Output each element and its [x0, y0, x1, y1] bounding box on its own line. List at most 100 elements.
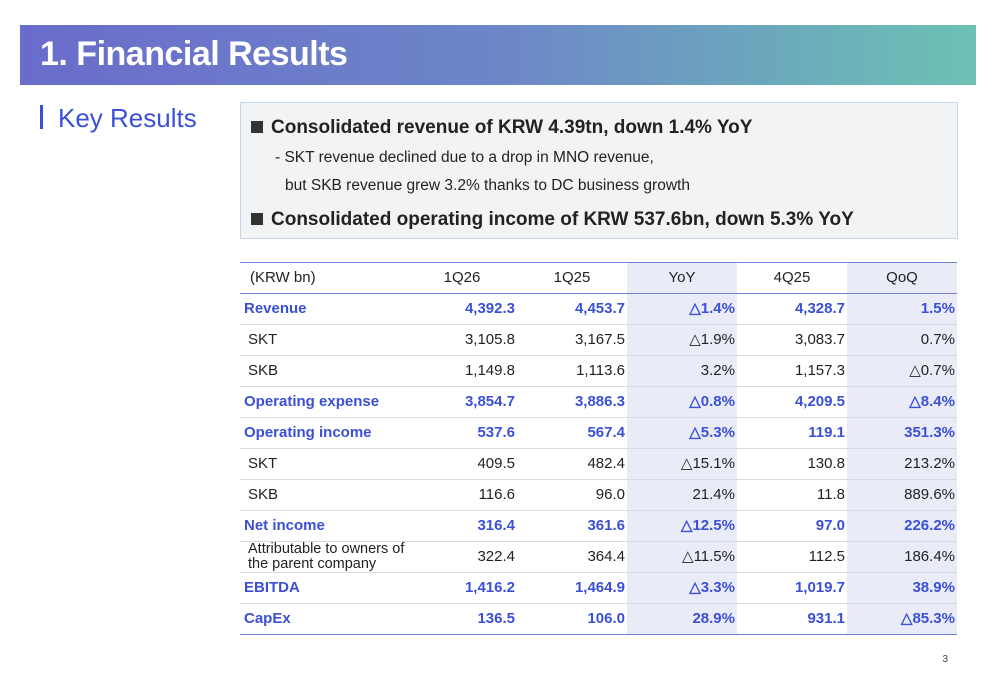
- row-rule: [240, 479, 957, 480]
- row-value: 96.0: [595, 486, 625, 503]
- row-value: 112.5: [808, 548, 845, 565]
- row-rule: [240, 541, 957, 542]
- row-value: 116.6: [478, 486, 515, 503]
- row-value: 97.0: [815, 517, 845, 534]
- row-rule: [240, 417, 957, 418]
- row-label: SKT: [248, 455, 278, 472]
- row-value: 38.9%: [912, 579, 955, 596]
- row-value: 1,019.7: [794, 579, 845, 596]
- row-rule: [240, 355, 957, 356]
- row-value: 3,105.8: [464, 331, 515, 348]
- row-rule: [240, 603, 957, 604]
- row-value: 3,886.3: [574, 393, 625, 410]
- row-value: 931.1: [807, 610, 845, 627]
- row-label: SKT: [248, 331, 278, 348]
- row-value: 11.8: [816, 486, 845, 503]
- row-label: Revenue: [244, 300, 307, 317]
- row-value: 4,209.5: [794, 393, 845, 410]
- row-value: 4,453.7: [574, 300, 625, 317]
- row-value: 213.2%: [904, 455, 955, 472]
- table-top-rule: [240, 262, 957, 263]
- row-value: 21.4%: [692, 486, 735, 503]
- column-header: QoQ: [886, 269, 918, 286]
- row-value: 136.5: [477, 610, 515, 627]
- bullet-detail: but SKB revenue grew 3.2% thanks to DC b…: [285, 177, 690, 194]
- row-label: SKB: [248, 362, 279, 379]
- bullet-detail: - SKT revenue declined due to a drop in …: [275, 149, 654, 166]
- row-value: 1,416.2: [464, 579, 515, 596]
- row-value: △1.9%: [689, 331, 735, 348]
- row-label: SKB: [248, 486, 279, 503]
- row-value: 4,392.3: [464, 300, 515, 317]
- row-value: 1,113.6: [576, 362, 625, 379]
- row-value: 322.4: [477, 548, 515, 565]
- column-header: (KRW bn): [250, 269, 316, 286]
- row-value: 1,464.9: [574, 579, 625, 596]
- header-bar: 1. Financial Results: [20, 25, 976, 85]
- row-rule: [240, 572, 957, 573]
- bullet: Consolidated revenue of KRW 4.39tn, down…: [251, 117, 752, 139]
- row-label: Operating expense: [244, 393, 380, 410]
- row-value: △5.3%: [689, 424, 735, 441]
- row-value: 361.6: [587, 517, 625, 534]
- row-rule: [240, 510, 957, 511]
- row-value: △0.8%: [689, 393, 735, 410]
- row-label: Operating income: [244, 424, 372, 441]
- row-value: 3.2%: [700, 362, 735, 379]
- row-value: △85.3%: [900, 610, 955, 627]
- page-number: 3: [942, 654, 948, 665]
- row-value: 316.4: [477, 517, 515, 534]
- row-value: 4,328.7: [794, 300, 845, 317]
- bullet: Consolidated operating income of KRW 537…: [251, 209, 854, 231]
- row-label: Net income: [244, 517, 325, 534]
- row-value: 106.0: [587, 610, 625, 627]
- row-value: 3,854.7: [464, 393, 515, 410]
- row-value: △1.4%: [689, 300, 735, 317]
- row-value: 482.4: [587, 455, 625, 472]
- row-value: △0.7%: [909, 362, 955, 379]
- row-value: 1.5%: [920, 300, 955, 317]
- row-value: 119.1: [808, 424, 845, 441]
- row-value: 364.4: [587, 548, 625, 565]
- row-value: △12.5%: [680, 517, 735, 534]
- bullet-text: Consolidated revenue of KRW 4.39tn, down…: [271, 117, 753, 138]
- row-value: 889.6%: [904, 486, 955, 503]
- row-value: 28.9%: [692, 610, 735, 627]
- row-label: EBITDA: [244, 579, 300, 596]
- row-value: 567.4: [587, 424, 625, 441]
- column-header: 1Q25: [553, 269, 591, 286]
- row-value: △8.4%: [909, 393, 955, 410]
- row-value: 409.5: [477, 455, 515, 472]
- row-value: △15.1%: [680, 455, 735, 472]
- row-value: △3.3%: [689, 579, 735, 596]
- row-value: △11.5%: [682, 548, 735, 565]
- header-rule: [240, 293, 957, 294]
- row-rule: [240, 324, 957, 325]
- bullet-square: [251, 121, 263, 133]
- row-value: 226.2%: [904, 517, 955, 534]
- column-header: 4Q25: [773, 269, 811, 286]
- row-label: Attributable to owners of the parent com…: [248, 541, 405, 572]
- row-value: 130.8: [807, 455, 845, 472]
- bullet-square: [251, 213, 263, 225]
- bullet-text: Consolidated operating income of KRW 537…: [271, 209, 854, 230]
- table-bottom-rule: [240, 634, 957, 635]
- row-value: 186.4%: [904, 548, 955, 565]
- column-header: YoY: [668, 269, 696, 286]
- section-title: Key Results: [58, 103, 197, 133]
- row-rule: [240, 386, 957, 387]
- row-value: 351.3%: [904, 424, 955, 441]
- row-label: CapEx: [244, 610, 291, 627]
- row-value: 3,167.5: [574, 331, 625, 348]
- section-marker: [40, 105, 43, 129]
- page-title: 1. Financial Results: [40, 35, 348, 73]
- row-value: 3,083.7: [794, 331, 845, 348]
- row-value: 1,157.3: [794, 362, 845, 379]
- row-value: 537.6: [477, 424, 515, 441]
- row-value: 0.7%: [920, 331, 955, 348]
- summary-box: Consolidated revenue of KRW 4.39tn, down…: [240, 102, 958, 239]
- row-value: 1,149.8: [464, 362, 515, 379]
- row-rule: [240, 448, 957, 449]
- column-header: 1Q26: [443, 269, 481, 286]
